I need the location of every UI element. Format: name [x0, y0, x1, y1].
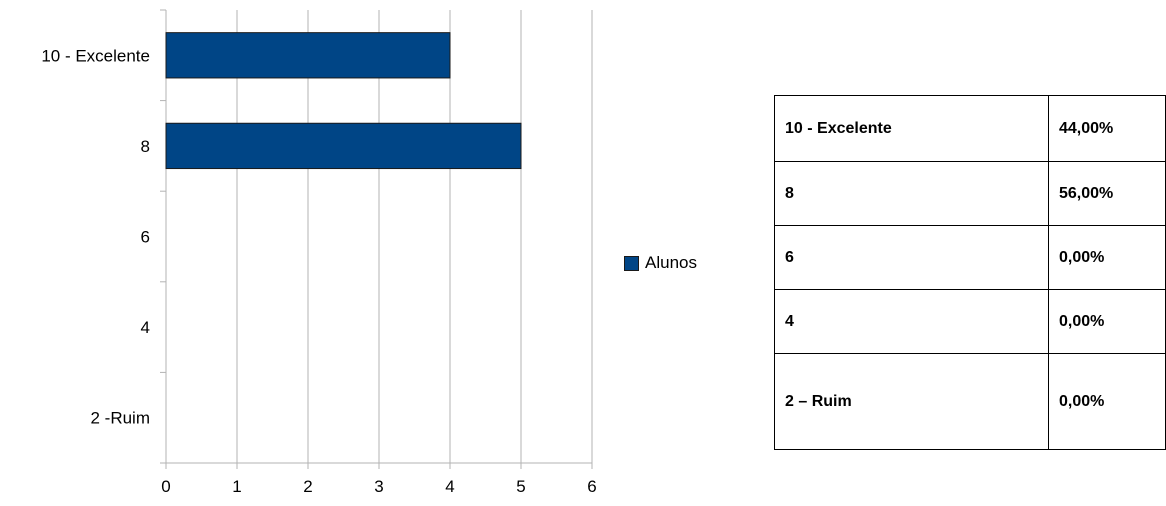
table-cell-value: 0,00%	[1048, 353, 1166, 450]
bar	[165, 122, 522, 170]
table-row: 4 0,00%	[774, 289, 1166, 354]
x-tick-label: 3	[374, 477, 383, 496]
bar-chart: 0 1 2 3 4 5 6 10 - Excelente 8 6 4 2 -Ruim	[41, 9, 597, 496]
x-tick-label: 1	[232, 477, 241, 496]
bar	[165, 32, 451, 79]
table-cell-label: 2 – Ruim	[774, 353, 1049, 450]
table-cell-label: 10 - Excelente	[774, 95, 1049, 162]
table-cell-label: 6	[774, 225, 1049, 290]
x-tick-label: 5	[516, 477, 525, 496]
y-category-label: 6	[141, 228, 150, 247]
axes	[160, 9, 593, 469]
percentage-table: 10 - Excelente 44,00% 8 56,00% 6 0,00% 4…	[774, 95, 1166, 450]
table-cell-label: 4	[774, 289, 1049, 354]
x-tick-label: 6	[587, 477, 596, 496]
legend-label: Alunos	[645, 253, 697, 272]
x-tick-label: 2	[303, 477, 312, 496]
table-cell-value: 56,00%	[1048, 161, 1166, 226]
table-cell-value: 44,00%	[1048, 95, 1166, 162]
legend: Alunos	[624, 253, 697, 273]
table-cell-label: 8	[774, 161, 1049, 226]
y-category-label: 10 - Excelente	[41, 46, 150, 65]
bars	[165, 32, 522, 170]
y-category-label: 4	[141, 318, 150, 337]
tick-labels: 0 1 2 3 4 5 6 10 - Excelente 8 6 4 2 -Ruim	[41, 46, 596, 496]
table-row: 6 0,00%	[774, 225, 1166, 290]
grid-lines	[236, 10, 593, 463]
table-row: 2 – Ruim 0,00%	[774, 353, 1166, 450]
x-tick-label: 0	[161, 477, 170, 496]
y-category-label: 8	[141, 137, 150, 156]
y-category-label: 2 -Ruim	[90, 409, 150, 428]
legend-swatch	[624, 255, 639, 271]
table-row: 8 56,00%	[774, 161, 1166, 226]
table-cell-value: 0,00%	[1048, 225, 1166, 290]
table-cell-value: 0,00%	[1048, 289, 1166, 354]
x-tick-label: 4	[445, 477, 454, 496]
table-row: 10 - Excelente 44,00%	[774, 95, 1166, 162]
